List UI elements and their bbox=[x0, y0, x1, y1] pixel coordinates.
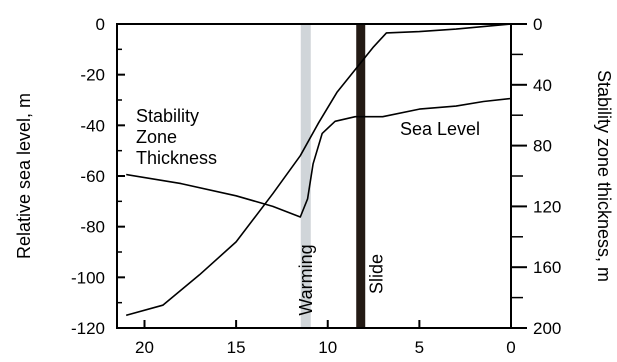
stability-zone-annotation: Stability Zone Thickness bbox=[136, 106, 217, 168]
x-tick-label: 20 bbox=[135, 338, 154, 357]
event-bands bbox=[300, 24, 366, 328]
event-band-warming bbox=[300, 24, 311, 328]
x-tick-label: 5 bbox=[415, 338, 424, 357]
y-right-tick-label: 120 bbox=[533, 197, 561, 216]
y-left-tick-label: -80 bbox=[80, 218, 105, 237]
axis-ticks bbox=[117, 23, 527, 329]
series-lines bbox=[125, 23, 512, 317]
slide-label: Slide bbox=[367, 254, 387, 294]
tick-labels: 20 15 10 5 0 0 -20 -40 -60 -80 -100 -120 0 40 80 120 160… bbox=[71, 15, 561, 357]
y-left-tick-label: -60 bbox=[80, 167, 105, 186]
series-line-stability-zone-thickness bbox=[126, 97, 512, 218]
y-axis-right-title: Stability zone thickness, m bbox=[594, 70, 614, 282]
y-left-tick-label: -40 bbox=[80, 116, 105, 135]
y-left-tick-label: -120 bbox=[71, 319, 105, 338]
y-axis-left-title: Relative sea level, m bbox=[14, 93, 34, 259]
y-left-tick-label: -20 bbox=[80, 66, 105, 85]
sea-level-annotation: Sea Level bbox=[400, 119, 480, 139]
x-tick-label: 10 bbox=[318, 338, 337, 357]
stability-annotation-line-2: Zone bbox=[136, 127, 177, 147]
y-left-tick-label: 0 bbox=[96, 15, 105, 34]
stability-annotation-line-1: Stability bbox=[136, 106, 199, 126]
series-line-sea-level bbox=[125, 23, 512, 317]
y-right-tick-label: 80 bbox=[533, 137, 552, 156]
y-right-tick-label: 0 bbox=[533, 15, 542, 34]
y-right-tick-label: 40 bbox=[533, 76, 552, 95]
stability-annotation-line-3: Thickness bbox=[136, 148, 217, 168]
y-right-tick-label: 200 bbox=[533, 319, 561, 338]
y-left-tick-label: -100 bbox=[71, 268, 105, 287]
warming-label: Warming bbox=[296, 244, 316, 315]
y-right-tick-label: 160 bbox=[533, 258, 561, 277]
x-tick-label: 15 bbox=[227, 338, 246, 357]
x-tick-label: 0 bbox=[506, 338, 515, 357]
event-band-slide bbox=[356, 24, 366, 328]
